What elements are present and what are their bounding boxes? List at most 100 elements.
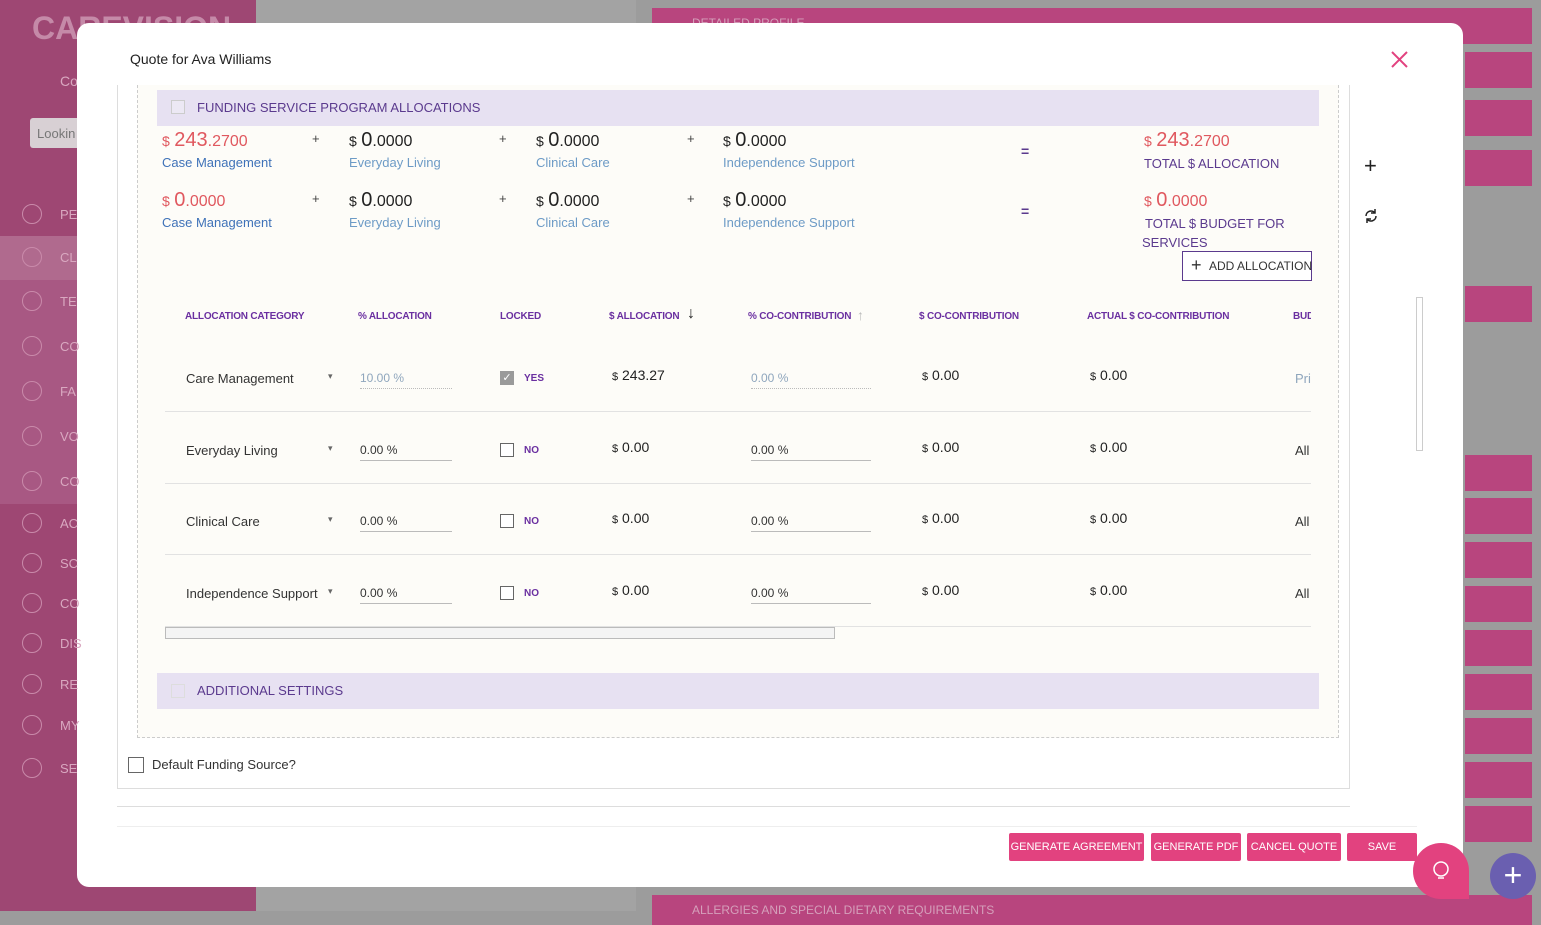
sidebar-icon[interactable] bbox=[22, 291, 42, 311]
pct-co-contribution[interactable]: 0.00 % bbox=[751, 586, 871, 604]
locked-checkbox[interactable] bbox=[500, 514, 514, 528]
sort-asc-icon[interactable]: ↑ bbox=[857, 307, 864, 323]
default-funding-checkbox[interactable] bbox=[128, 757, 144, 773]
amount-label: Independence Support bbox=[723, 215, 855, 230]
sidebar-icon[interactable] bbox=[22, 336, 42, 356]
amount-label: Case Management bbox=[162, 155, 272, 170]
help-button[interactable] bbox=[1413, 843, 1469, 899]
column-header[interactable]: ACTUAL $ CO-CONTRIBUTION bbox=[1087, 311, 1230, 322]
pct-allocation[interactable]: 0.00 % bbox=[360, 514, 452, 532]
column-header[interactable]: % CO-CONTRIBUTION bbox=[748, 311, 852, 322]
locked-checkbox[interactable]: ✓ bbox=[500, 371, 514, 385]
budget[interactable]: All bbox=[1295, 585, 1310, 601]
divider bbox=[117, 826, 1417, 827]
amount-part: 0 bbox=[548, 189, 560, 211]
close-button[interactable] bbox=[1390, 50, 1409, 69]
dropdown-arrow[interactable]: ▾ bbox=[328, 442, 333, 453]
currency: $ bbox=[922, 514, 929, 526]
sidebar-subtitle: Co bbox=[60, 73, 78, 89]
pct-allocation[interactable]: 0.00 % bbox=[360, 443, 452, 461]
dropdown-arrow[interactable]: ▾ bbox=[328, 371, 333, 381]
sidebar-icon[interactable] bbox=[22, 204, 42, 224]
amount-label: Clinical Care bbox=[536, 155, 610, 170]
sidebar-icon[interactable] bbox=[22, 758, 42, 778]
background-bar bbox=[1465, 498, 1532, 534]
action-button[interactable]: GENERATE AGREEMENT bbox=[1009, 833, 1144, 861]
currency: $ bbox=[612, 442, 619, 455]
amount: 0.00 bbox=[932, 510, 960, 526]
budget[interactable]: Pri bbox=[1295, 371, 1311, 386]
default-funding-label: Default Funding Source? bbox=[152, 757, 296, 772]
sidebar-item: SC bbox=[60, 556, 79, 571]
amount: $ 0.0000 bbox=[349, 129, 412, 152]
section-header[interactable]: FUNDING SERVICE PROGRAM ALLOCATIONS bbox=[157, 90, 1319, 126]
sort-desc-icon[interactable]: ↓ bbox=[687, 305, 695, 322]
amount-part: .2700 bbox=[207, 133, 248, 150]
amount: 0.00 bbox=[622, 510, 650, 526]
sidebar-icon[interactable] bbox=[22, 674, 42, 694]
add-icon[interactable]: + bbox=[1364, 153, 1377, 178]
background-bar bbox=[1465, 52, 1532, 88]
pct-allocation[interactable]: 10.00 % bbox=[360, 371, 452, 389]
pct-allocation[interactable]: 0.00 % bbox=[360, 586, 452, 604]
amount: $ 243.2700 bbox=[1144, 129, 1230, 152]
currency: $ bbox=[612, 585, 619, 598]
column-header[interactable]: LOCKED bbox=[500, 311, 542, 322]
sidebar-icon[interactable] bbox=[22, 715, 42, 735]
amount: 0.00 bbox=[622, 438, 650, 455]
sidebar-icon[interactable] bbox=[22, 426, 42, 446]
column-header[interactable]: $ CO-CONTRIBUTION bbox=[919, 311, 1019, 322]
background-bar bbox=[1465, 718, 1532, 754]
category[interactable]: Care Management bbox=[186, 371, 294, 386]
expand-icon[interactable] bbox=[171, 684, 185, 698]
form-panel bbox=[117, 85, 1350, 789]
dropdown-arrow[interactable]: ▾ bbox=[328, 514, 333, 524]
horizontal-scrollbar[interactable] bbox=[165, 627, 835, 639]
sidebar-item: VO bbox=[60, 429, 79, 444]
pct-co-contribution[interactable]: 0.00 % bbox=[751, 514, 871, 532]
currency: $ bbox=[612, 371, 619, 383]
sidebar-icon[interactable] bbox=[22, 513, 42, 533]
action-button[interactable]: GENERATE PDF bbox=[1151, 833, 1241, 861]
sidebar-item: RE bbox=[60, 677, 79, 692]
sidebar-icon[interactable] bbox=[22, 553, 42, 573]
add-allocation-button[interactable]: + ADD ALLOCATION bbox=[1182, 251, 1312, 281]
sidebar-icon[interactable] bbox=[22, 593, 42, 613]
vertical-scrollbar[interactable] bbox=[1416, 297, 1423, 451]
action-button[interactable]: SAVE bbox=[1347, 833, 1417, 861]
refresh-icon[interactable] bbox=[1363, 208, 1379, 224]
sidebar-item: MY bbox=[60, 718, 80, 733]
amount-part: $ bbox=[723, 193, 731, 209]
additional-settings-header[interactable]: ADDITIONAL SETTINGS bbox=[157, 673, 1319, 709]
column-header[interactable]: $ ALLOCATION bbox=[609, 311, 680, 322]
column-header[interactable]: % ALLOCATION bbox=[358, 311, 432, 322]
allocation: $ 0.00 bbox=[612, 439, 649, 455]
action-button[interactable]: CANCEL QUOTE bbox=[1247, 833, 1341, 861]
amount-label: Everyday Living bbox=[349, 155, 441, 170]
budget[interactable]: All bbox=[1295, 442, 1310, 458]
budget[interactable]: All bbox=[1295, 514, 1310, 529]
category[interactable]: Independence Support bbox=[186, 585, 318, 601]
fab-add[interactable]: + bbox=[1490, 853, 1536, 899]
actual-co-contribution: $ 0.00 bbox=[1090, 439, 1127, 455]
pct-co-contribution[interactable]: 0.00 % bbox=[751, 443, 871, 461]
category[interactable]: Everyday Living bbox=[186, 442, 278, 458]
locked-checkbox[interactable] bbox=[500, 585, 514, 600]
sidebar-icon[interactable] bbox=[22, 633, 42, 653]
amount-part: $ bbox=[723, 133, 731, 149]
collapse-icon[interactable] bbox=[171, 100, 185, 114]
sidebar-icon[interactable] bbox=[22, 471, 42, 491]
amount: 243.27 bbox=[622, 367, 665, 383]
locked-checkbox[interactable] bbox=[500, 442, 514, 457]
sidebar-icon[interactable] bbox=[22, 381, 42, 401]
column-header[interactable]: ALLOCATION CATEGORY bbox=[185, 311, 305, 322]
sidebar-icon[interactable] bbox=[22, 247, 42, 267]
actual-co-contribution: $ 0.00 bbox=[1090, 582, 1127, 598]
pct-co-contribution[interactable]: 0.00 % bbox=[751, 371, 871, 389]
amount-part: $ bbox=[349, 193, 357, 209]
background-bar bbox=[1465, 150, 1532, 186]
sidebar-item: SE bbox=[60, 761, 78, 776]
category[interactable]: Clinical Care bbox=[186, 514, 260, 529]
column-header[interactable]: BUD bbox=[1293, 311, 1311, 322]
dropdown-arrow[interactable]: ▾ bbox=[328, 585, 333, 596]
